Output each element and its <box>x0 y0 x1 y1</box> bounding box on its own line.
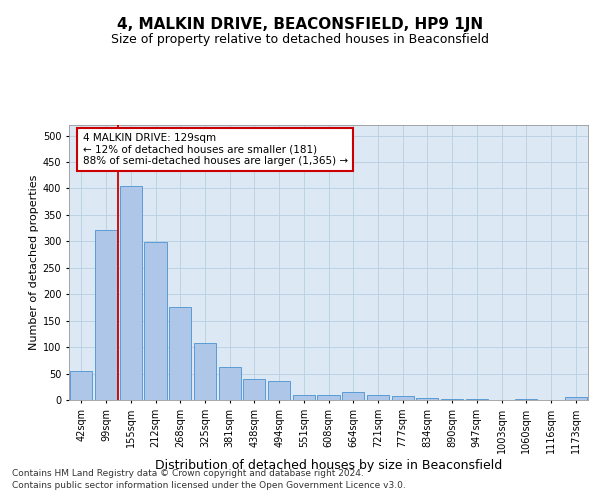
Bar <box>342 392 364 400</box>
Bar <box>515 399 538 400</box>
Bar <box>95 230 117 400</box>
X-axis label: Distribution of detached houses by size in Beaconsfield: Distribution of detached houses by size … <box>155 458 502 471</box>
Bar <box>70 371 92 400</box>
Bar <box>392 396 414 400</box>
Bar <box>441 399 463 400</box>
Text: Size of property relative to detached houses in Beaconsfield: Size of property relative to detached ho… <box>111 32 489 46</box>
Bar <box>169 308 191 400</box>
Bar <box>119 186 142 400</box>
Bar <box>416 398 439 400</box>
Bar <box>565 398 587 400</box>
Bar <box>293 394 315 400</box>
Bar <box>145 242 167 400</box>
Text: Contains HM Land Registry data © Crown copyright and database right 2024.: Contains HM Land Registry data © Crown c… <box>12 469 364 478</box>
Y-axis label: Number of detached properties: Number of detached properties <box>29 175 38 350</box>
Text: 4 MALKIN DRIVE: 129sqm
← 12% of detached houses are smaller (181)
88% of semi-de: 4 MALKIN DRIVE: 129sqm ← 12% of detached… <box>83 133 348 166</box>
Text: 4, MALKIN DRIVE, BEACONSFIELD, HP9 1JN: 4, MALKIN DRIVE, BEACONSFIELD, HP9 1JN <box>117 18 483 32</box>
Bar <box>317 394 340 400</box>
Bar <box>243 379 265 400</box>
Text: Contains public sector information licensed under the Open Government Licence v3: Contains public sector information licen… <box>12 480 406 490</box>
Bar <box>268 382 290 400</box>
Bar <box>218 367 241 400</box>
Bar <box>367 394 389 400</box>
Bar <box>194 344 216 400</box>
Bar <box>466 399 488 400</box>
